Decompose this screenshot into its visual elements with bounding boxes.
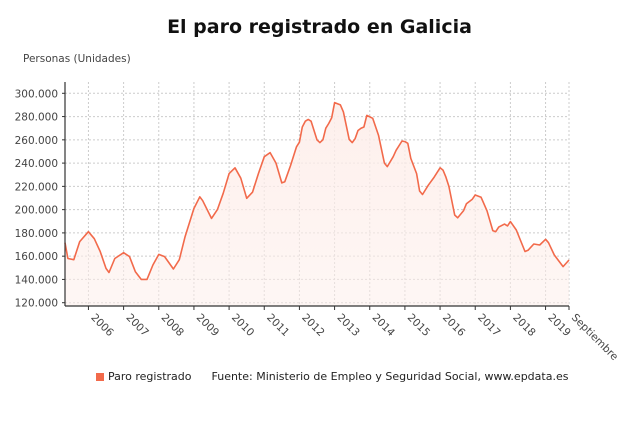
chart-title: El paro registrado en Galicia <box>167 16 472 38</box>
y-tick-label: 260.000 <box>15 135 58 147</box>
y-tick-label: 160.000 <box>15 251 58 263</box>
y-tick-label: 180.000 <box>15 228 58 240</box>
y-tick-label: 300.000 <box>15 88 58 100</box>
y-tick-label: 140.000 <box>15 274 58 286</box>
x-tick-label: 2013 <box>334 312 361 339</box>
legend-swatch <box>96 372 104 381</box>
x-tick-label: 2006 <box>88 312 116 340</box>
series-line <box>64 101 570 281</box>
legend-label: Paro registrado <box>108 370 192 383</box>
y-tick-label: 200.000 <box>15 205 58 217</box>
legend: Paro registrado Fuente: Ministerio de Em… <box>96 370 568 383</box>
x-tick-label: 2010 <box>229 312 256 339</box>
x-tick-label: 2017 <box>475 312 502 339</box>
y-tick-label: 280.000 <box>15 112 58 124</box>
x-tick-label: 2012 <box>299 312 326 339</box>
x-tick-label: 2008 <box>159 312 186 339</box>
x-tick-label: 2014 <box>370 312 398 340</box>
x-tick-label: 2018 <box>510 312 537 339</box>
y-tick-label: 240.000 <box>15 158 58 170</box>
x-tick-label: 2019 <box>545 312 572 339</box>
x-tick-label: 2007 <box>123 312 150 339</box>
x-tick-label: 2009 <box>194 312 221 339</box>
x-tick-label: Septiembre <box>569 312 620 363</box>
x-tick-label: 2015 <box>405 312 432 339</box>
y-tick-label: 120.000 <box>15 298 58 310</box>
x-tick-label: 2011 <box>264 312 291 339</box>
x-tick-label: 2016 <box>440 312 468 340</box>
y-tick-label: 220.000 <box>15 181 58 193</box>
source-note: Fuente: Ministerio de Empleo y Seguridad… <box>211 370 569 383</box>
y-axis-label: Personas (Unidades) <box>23 53 131 65</box>
series-area <box>65 102 569 306</box>
